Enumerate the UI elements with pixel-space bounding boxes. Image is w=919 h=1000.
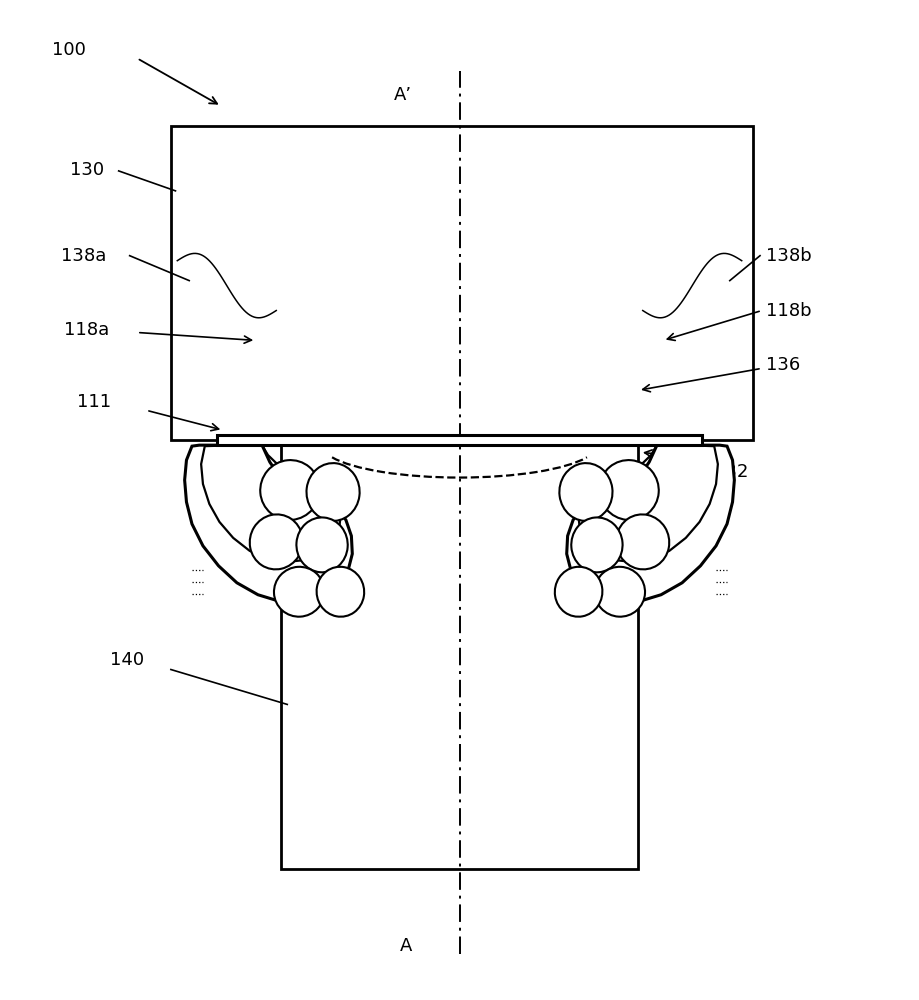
- Text: 111: 111: [76, 393, 110, 411]
- Polygon shape: [185, 442, 352, 603]
- Text: 138b: 138b: [766, 247, 812, 265]
- Ellipse shape: [250, 514, 302, 569]
- Text: A: A: [400, 937, 412, 955]
- Text: 118a: 118a: [63, 321, 109, 339]
- Ellipse shape: [595, 567, 645, 617]
- Ellipse shape: [572, 517, 622, 572]
- Ellipse shape: [599, 460, 659, 520]
- Text: 100: 100: [51, 41, 85, 59]
- Ellipse shape: [274, 567, 324, 617]
- Ellipse shape: [260, 460, 320, 520]
- Text: 138a: 138a: [61, 247, 107, 265]
- Ellipse shape: [555, 567, 602, 617]
- Ellipse shape: [297, 517, 347, 572]
- Text: 136: 136: [766, 356, 800, 374]
- Bar: [281, 440, 638, 869]
- Text: 140: 140: [109, 651, 143, 669]
- Polygon shape: [567, 442, 734, 603]
- Ellipse shape: [617, 514, 669, 569]
- Text: A’: A’: [393, 86, 412, 104]
- Bar: [171, 126, 753, 440]
- Polygon shape: [217, 435, 702, 445]
- Text: 132: 132: [714, 463, 749, 481]
- Ellipse shape: [307, 463, 359, 521]
- Text: 118b: 118b: [766, 302, 812, 320]
- Ellipse shape: [317, 567, 364, 617]
- Ellipse shape: [560, 463, 612, 521]
- Text: 130: 130: [70, 161, 104, 179]
